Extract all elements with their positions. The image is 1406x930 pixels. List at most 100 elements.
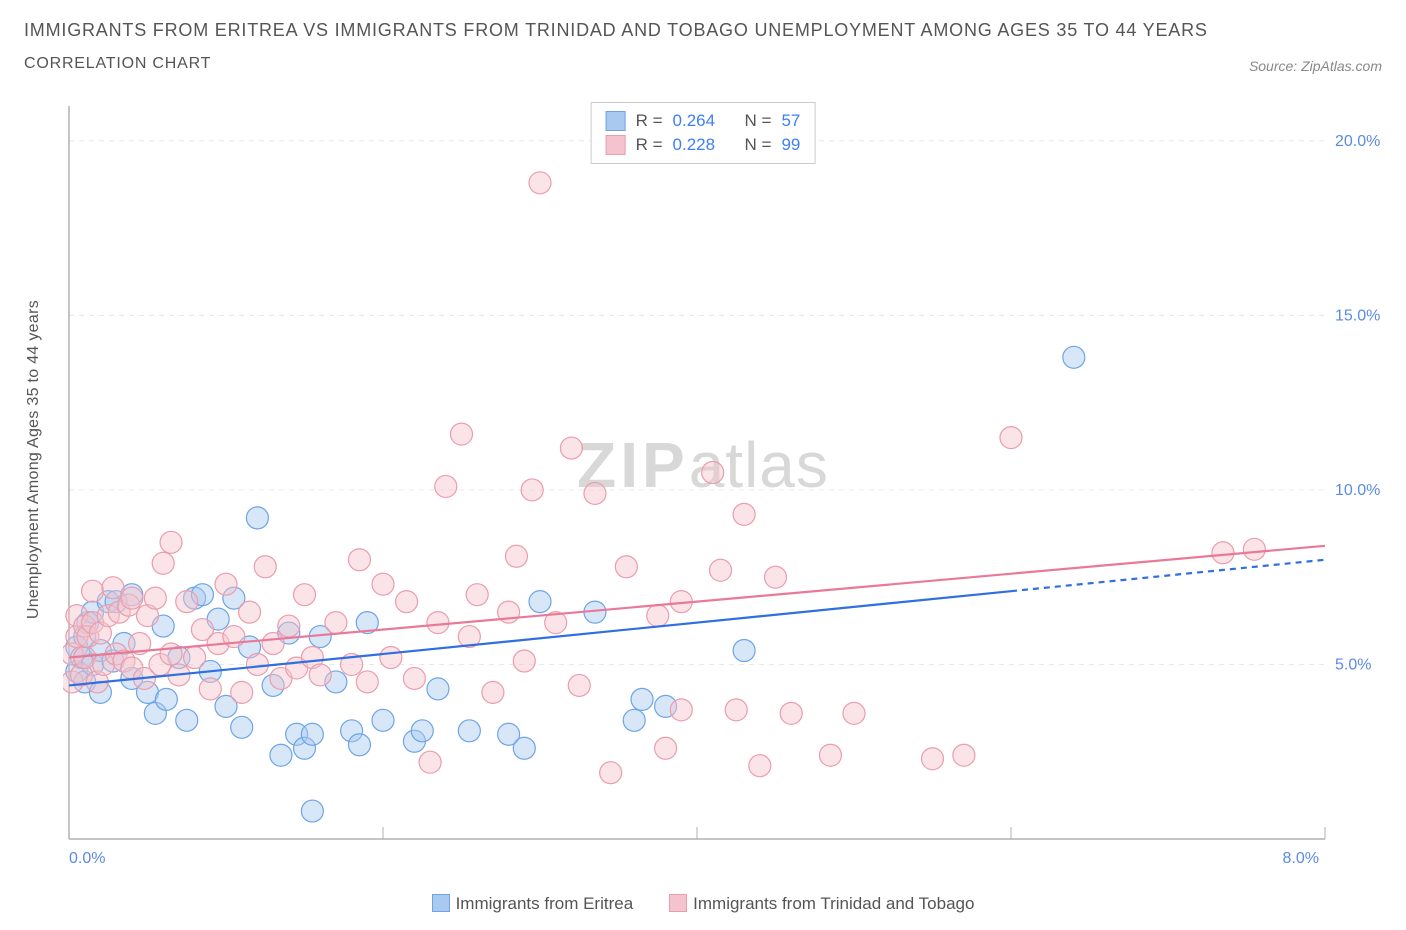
- data-point-eritrea: [529, 591, 551, 613]
- data-point-trinidad: [733, 503, 755, 525]
- r-value: 0.264: [673, 111, 716, 131]
- legend-item: Immigrants from Trinidad and Tobago: [669, 894, 974, 913]
- data-point-trinidad: [843, 702, 865, 724]
- legend-item: Immigrants from Eritrea: [432, 894, 634, 913]
- x-tick-label: 8.0%: [1283, 850, 1319, 867]
- n-value: 57: [781, 111, 800, 131]
- data-point-trinidad: [396, 591, 418, 613]
- data-point-trinidad: [568, 674, 590, 696]
- data-point-trinidad: [176, 591, 198, 613]
- series-legend: Immigrants from Eritrea Immigrants from T…: [0, 894, 1406, 914]
- data-point-eritrea: [246, 507, 268, 529]
- legend-swatch: [606, 111, 626, 131]
- data-point-trinidad: [615, 556, 637, 578]
- data-point-trinidad: [1000, 427, 1022, 449]
- data-point-trinidad: [82, 580, 104, 602]
- data-point-trinidad: [584, 482, 606, 504]
- data-point-trinidad: [254, 556, 276, 578]
- data-point-trinidad: [121, 587, 143, 609]
- data-point-trinidad: [710, 559, 732, 581]
- data-point-eritrea: [513, 737, 535, 759]
- data-point-trinidad: [749, 755, 771, 777]
- data-point-trinidad: [600, 762, 622, 784]
- y-tick-label: 20.0%: [1335, 133, 1380, 150]
- data-point-trinidad: [1243, 538, 1265, 560]
- data-point-eritrea: [176, 709, 198, 731]
- data-point-trinidad: [160, 643, 182, 665]
- x-tick-label: 0.0%: [69, 850, 105, 867]
- data-point-eritrea: [623, 709, 645, 731]
- data-point-trinidad: [144, 587, 166, 609]
- data-point-trinidad: [702, 462, 724, 484]
- data-point-trinidad: [765, 566, 787, 588]
- data-point-trinidad: [560, 437, 582, 459]
- data-point-trinidad: [451, 423, 473, 445]
- data-point-trinidad: [647, 605, 669, 627]
- data-point-trinidad: [325, 612, 347, 634]
- legend-swatch: [432, 894, 450, 912]
- y-tick-label: 5.0%: [1335, 656, 1371, 673]
- data-point-trinidad: [419, 751, 441, 773]
- scatter-plot: 5.0% 10.0% 15.0% 20.0% 0.0% 8.0%: [63, 100, 1383, 875]
- data-point-eritrea: [1063, 346, 1085, 368]
- data-point-trinidad: [199, 678, 221, 700]
- data-point-trinidad: [513, 650, 535, 672]
- data-point-trinidad: [184, 646, 206, 668]
- corr-legend-row: R =0.228 N =99: [606, 133, 801, 157]
- y-tick-label: 15.0%: [1335, 307, 1380, 324]
- data-point-trinidad: [309, 664, 331, 686]
- data-point-trinidad: [953, 744, 975, 766]
- r-value: 0.228: [673, 135, 716, 155]
- data-point-trinidad: [819, 744, 841, 766]
- correlation-legend: R =0.264 N =57R =0.228 N =99: [591, 102, 816, 164]
- y-axis-label: Unemployment Among Ages 35 to 44 years: [25, 300, 43, 619]
- legend-label: Immigrants from Trinidad and Tobago: [693, 894, 974, 913]
- data-point-trinidad: [348, 549, 370, 571]
- data-point-trinidad: [466, 584, 488, 606]
- data-point-eritrea: [733, 640, 755, 662]
- data-point-trinidad: [380, 646, 402, 668]
- data-point-trinidad: [231, 681, 253, 703]
- data-point-trinidad: [505, 545, 527, 567]
- data-point-trinidad: [482, 681, 504, 703]
- data-point-trinidad: [725, 699, 747, 721]
- data-point-eritrea: [155, 688, 177, 710]
- data-point-eritrea: [427, 678, 449, 700]
- data-point-eritrea: [231, 716, 253, 738]
- data-point-trinidad: [780, 702, 802, 724]
- data-point-trinidad: [435, 475, 457, 497]
- data-point-eritrea: [301, 800, 323, 822]
- data-point-trinidad: [278, 615, 300, 637]
- data-point-trinidad: [160, 531, 182, 553]
- data-point-eritrea: [411, 720, 433, 742]
- plot-container: 5.0% 10.0% 15.0% 20.0% 0.0% 8.0%: [63, 100, 1383, 875]
- data-point-trinidad: [922, 748, 944, 770]
- corr-legend-row: R =0.264 N =57: [606, 109, 801, 133]
- data-point-trinidad: [246, 653, 268, 675]
- data-point-trinidad: [372, 573, 394, 595]
- data-point-trinidad: [294, 584, 316, 606]
- legend-swatch: [669, 894, 687, 912]
- data-point-trinidad: [427, 612, 449, 634]
- data-point-eritrea: [458, 720, 480, 742]
- trend-line-ext-eritrea: [1011, 560, 1325, 591]
- data-point-trinidad: [1212, 542, 1234, 564]
- n-value: 99: [781, 135, 800, 155]
- data-point-eritrea: [270, 744, 292, 766]
- data-point-trinidad: [670, 699, 692, 721]
- legend-swatch: [606, 135, 626, 155]
- y-tick-label: 10.0%: [1335, 482, 1380, 499]
- data-point-trinidad: [215, 573, 237, 595]
- data-point-eritrea: [348, 734, 370, 756]
- data-point-eritrea: [372, 709, 394, 731]
- data-point-trinidad: [521, 479, 543, 501]
- data-point-trinidad: [262, 633, 284, 655]
- data-point-trinidad: [152, 552, 174, 574]
- data-point-eritrea: [301, 723, 323, 745]
- chart-title-line2: CORRELATION CHART: [24, 55, 1382, 73]
- data-point-trinidad: [655, 737, 677, 759]
- data-point-trinidad: [239, 601, 261, 623]
- data-point-eritrea: [631, 688, 653, 710]
- chart-title-line1: IMMIGRANTS FROM ERITREA VS IMMIGRANTS FR…: [24, 18, 1382, 43]
- data-point-trinidad: [356, 671, 378, 693]
